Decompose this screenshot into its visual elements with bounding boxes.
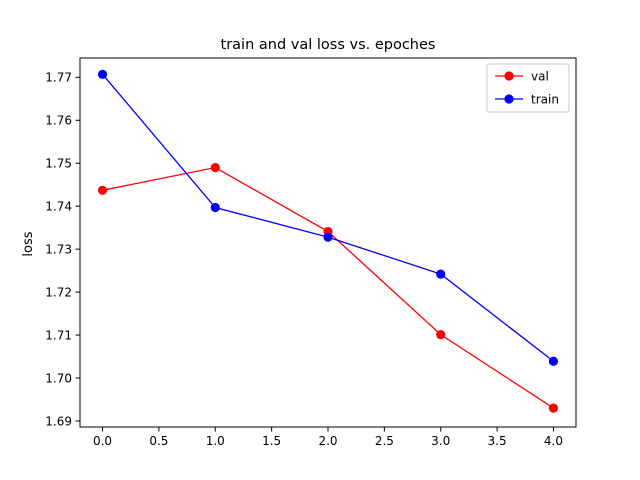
data-point-train-1 — [210, 202, 220, 213]
y-tick-label: 1.71 — [45, 328, 72, 342]
y-tick-label: 1.75 — [45, 157, 72, 171]
data-point-train-3 — [436, 269, 446, 279]
data-point-train-0 — [97, 69, 108, 79]
x-tick-label: 1.0 — [206, 434, 225, 448]
y-tick-label: 1.74 — [45, 200, 72, 214]
x-tick-label: 3.0 — [431, 434, 450, 448]
x-tick-label: 2.0 — [318, 434, 337, 448]
y-tick-label: 1.70 — [45, 371, 72, 385]
legend-marker-val — [504, 71, 514, 81]
x-tick-label: 4.0 — [544, 434, 563, 448]
axis-ticks: 0.0 0.5 1.0 1.5 2.0 2.5 3.0 3.5 4.0 1.69 1.70 1.71 1… — [45, 71, 563, 448]
y-tick-label: 1.69 — [45, 414, 72, 428]
data-point-train-2 — [323, 232, 333, 242]
x-tick-label: 1.5 — [262, 434, 281, 448]
y-tick-label: 1.76 — [45, 114, 72, 128]
x-tick-label: 0.5 — [149, 434, 168, 448]
y-tick-label: 1.73 — [45, 242, 72, 256]
data-point-val-3 — [436, 330, 446, 340]
x-tick-label: 3.5 — [488, 434, 507, 448]
data-point-val-1 — [210, 162, 220, 173]
data-point-val-4 — [548, 403, 559, 413]
chart-title: train and val loss vs. epoches — [221, 37, 436, 53]
legend-marker-train — [504, 94, 514, 104]
legend: val train — [486, 63, 570, 113]
y-axis-label: loss — [21, 231, 36, 256]
x-tick-label: 2.5 — [375, 434, 394, 448]
x-tick-label: 0.0 — [93, 434, 112, 448]
legend-label-val: val — [531, 69, 549, 83]
data-point-train-4 — [548, 356, 559, 366]
y-tick-label: 1.77 — [45, 71, 72, 85]
data-point-val-0 — [97, 185, 108, 195]
legend-label-train: train — [531, 92, 559, 106]
y-tick-label: 1.72 — [45, 285, 72, 299]
